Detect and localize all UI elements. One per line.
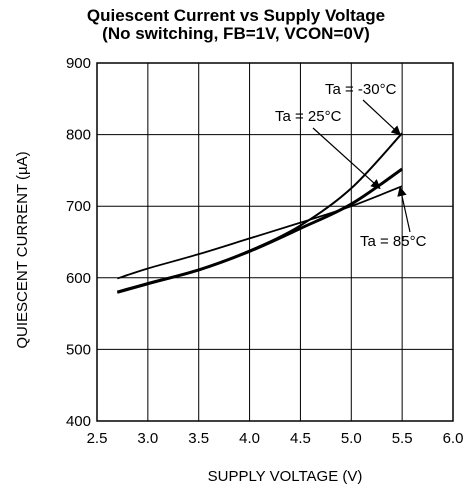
annotation-label: Ta = -30°C (325, 81, 397, 98)
series-layer (116, 132, 403, 294)
annotation-arrow (362, 99, 401, 136)
x-tick-label: 2.5 (87, 430, 108, 447)
y-tick-label: 700 (66, 198, 91, 215)
y-tick-label: 900 (66, 55, 91, 72)
y-tick-label: 600 (66, 270, 91, 287)
annotation-label: Ta = 85°C (360, 233, 427, 250)
y-axis-label: QUIESCENT CURRENT (µA) (14, 151, 31, 348)
plot-frame (96, 62, 454, 422)
x-tick-label: 3.5 (188, 430, 209, 447)
series-line (116, 167, 403, 294)
series-line (117, 132, 403, 294)
chart-subtitle: (No switching, FB=1V, VCON=0V) (102, 24, 370, 43)
x-tick-label: 4.5 (290, 430, 311, 447)
chart-title: Quiescent Current vs Supply Voltage (86, 6, 386, 25)
x-tick-label: 6.0 (443, 430, 464, 447)
annotation-arrow (397, 186, 411, 233)
x-tick-label: 5.5 (392, 430, 413, 447)
y-tick-label: 800 (66, 127, 91, 144)
annotation-label: Ta = 25°C (275, 108, 342, 125)
y-tick-label: 500 (66, 341, 91, 358)
x-tick-label: 5.0 (341, 430, 362, 447)
x-axis-label: SUPPLY VOLTAGE (V) (208, 468, 363, 485)
series-line (117, 185, 403, 280)
y-tick-label: 400 (66, 413, 91, 430)
tick-labels: 2.5 3.0 3.5 4.0 4.5 5.0 5.5 6.0 400 500 600 700 800 9… (66, 55, 463, 447)
x-tick-label: 3.0 (137, 430, 158, 447)
annotations: Ta = -30°C Ta = 25°C Ta = 85°C (275, 81, 427, 250)
x-tick-label: 4.0 (239, 430, 260, 447)
annotation-arrow (312, 127, 381, 190)
